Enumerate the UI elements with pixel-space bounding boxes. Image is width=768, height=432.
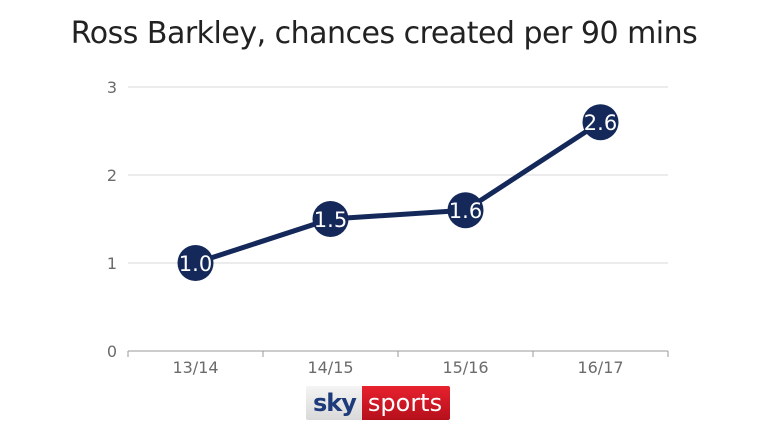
data-point-label: 2.6 (584, 111, 617, 135)
y-tick-label: 0 (107, 342, 117, 361)
x-tick-label: 15/16 (442, 358, 488, 377)
series-line (193, 119, 603, 266)
data-point-marker (447, 192, 484, 229)
logo-sky-text: sky (306, 386, 362, 420)
data-point-label: 1.5 (314, 208, 347, 232)
y-tick-label: 2 (107, 166, 117, 185)
data-point-label: 1.6 (449, 199, 482, 223)
y-tick-label: 3 (107, 78, 117, 97)
data-point-label: 1.0 (179, 252, 212, 276)
data-point-marker (177, 245, 214, 281)
y-tick-label: 1 (107, 254, 117, 273)
data-point-marker (312, 201, 349, 237)
chart-title: Ross Barkley, chances created per 90 min… (70, 16, 698, 51)
sky-sports-logo: sky sports (306, 386, 451, 420)
data-point-marker (582, 104, 619, 141)
logo-sports-text: sports (361, 386, 451, 420)
x-tick-label: 13/14 (172, 358, 218, 377)
x-tick-label: 16/17 (577, 358, 623, 377)
x-tick-label: 14/15 (307, 358, 353, 377)
